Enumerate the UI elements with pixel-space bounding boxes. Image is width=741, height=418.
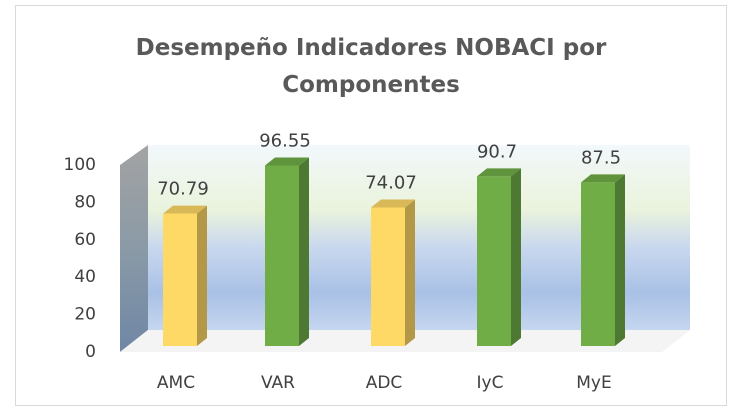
data-label: 87.5 (581, 147, 621, 168)
bar-side (615, 174, 625, 346)
data-label: 70.79 (157, 179, 209, 200)
side-wall (120, 145, 148, 352)
bar-top (581, 174, 625, 183)
y-tick-label: 100 (64, 155, 96, 175)
bar (477, 176, 511, 346)
bar-top (371, 199, 415, 208)
y-tick-label: 60 (74, 230, 96, 250)
data-label: 74.07 (365, 172, 417, 193)
bar (371, 207, 405, 346)
bar-side (511, 168, 521, 346)
bar (163, 213, 197, 346)
data-label: 90.7 (477, 141, 517, 162)
x-tick-label: MyE (576, 373, 611, 393)
bar (265, 165, 299, 346)
y-tick-label: 40 (74, 267, 96, 287)
bar-side (197, 205, 207, 346)
x-tick-label: AMC (157, 373, 195, 393)
y-tick-label: 20 (74, 305, 96, 325)
x-tick-label: IyC (477, 373, 504, 393)
x-tick-label: ADC (366, 373, 403, 393)
chart-title: Desempeño Indicadores NOBACI por Componen… (136, 35, 607, 98)
bar-side (405, 199, 415, 346)
x-tick-label: VAR (261, 373, 295, 393)
bar (581, 182, 615, 346)
bar-side (299, 157, 309, 346)
y-tick-label: 80 (74, 192, 96, 212)
bar-top (477, 168, 521, 177)
data-label: 96.55 (259, 130, 311, 151)
bar-top (163, 205, 207, 214)
bar-top (265, 157, 309, 166)
y-tick-label: 0 (85, 342, 96, 362)
